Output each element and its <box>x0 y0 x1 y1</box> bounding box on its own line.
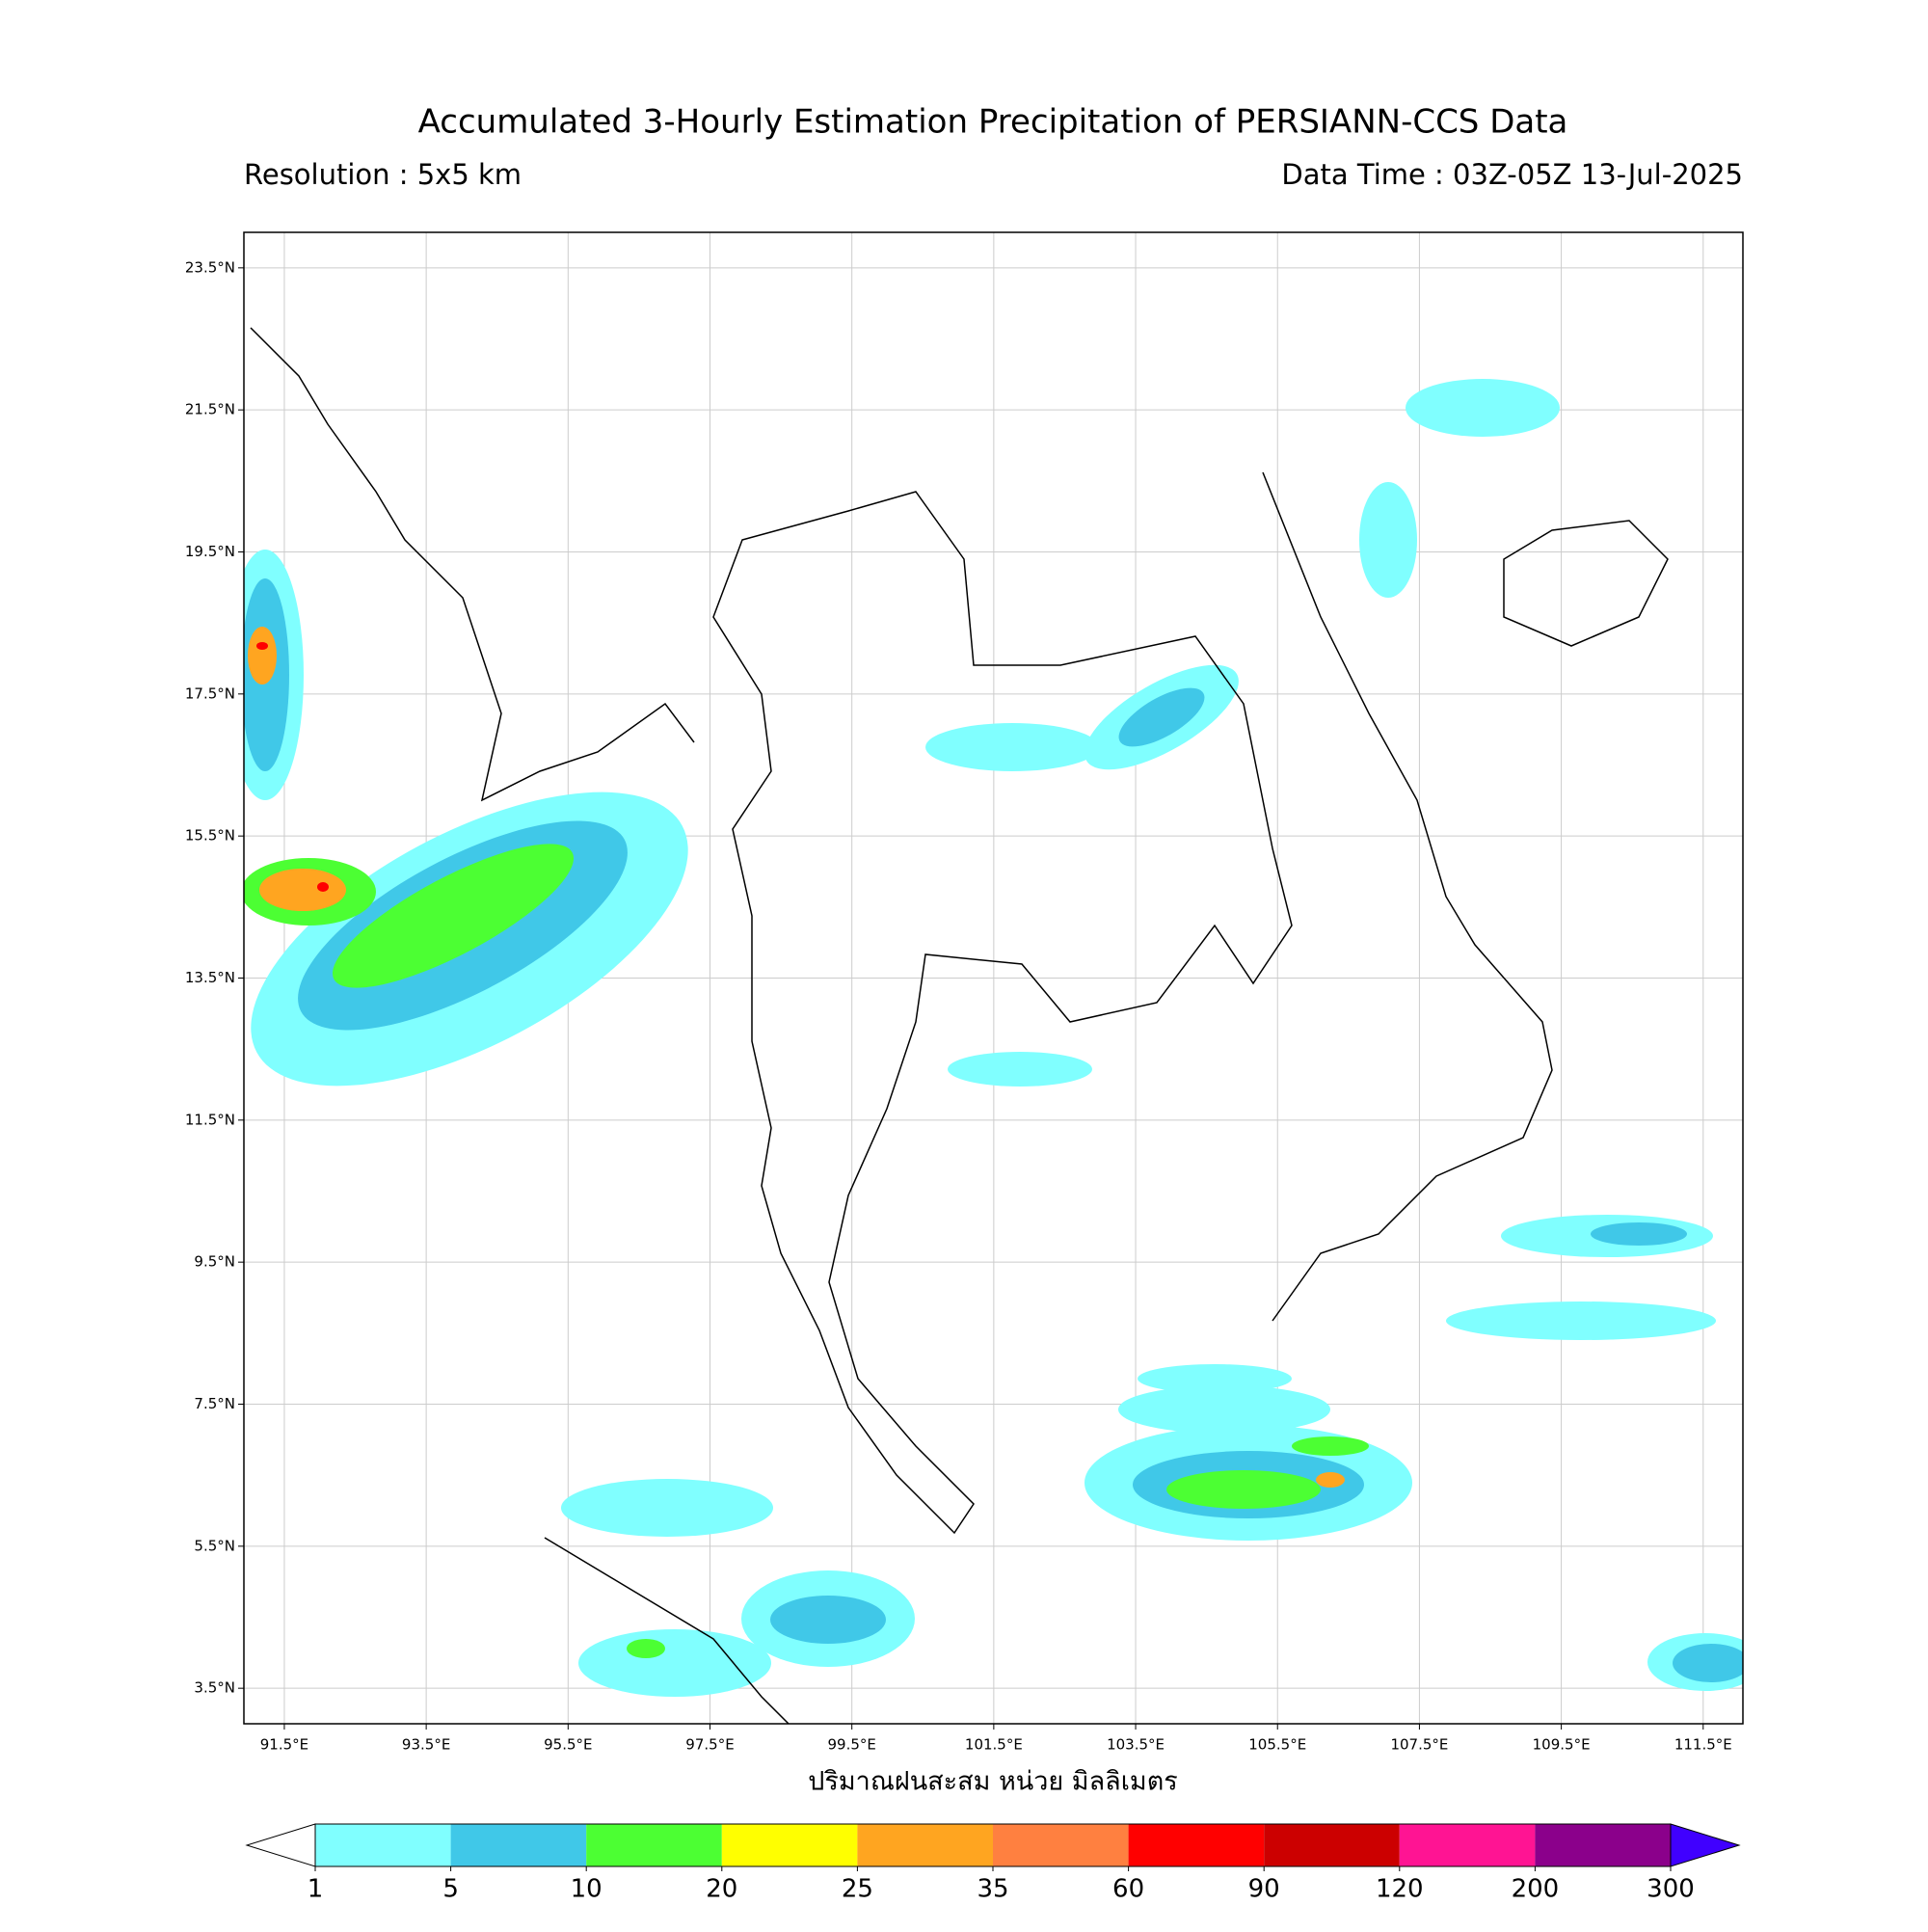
colorbar-box <box>450 1824 587 1866</box>
x-tick-label: 95.5°E <box>544 1736 592 1754</box>
y-tick-label: 13.5°N <box>185 969 235 986</box>
colorbar-level: 5 <box>442 1875 459 1904</box>
colorbar-level: 90 <box>1248 1875 1280 1904</box>
y-tick-label: 3.5°N <box>194 1679 235 1697</box>
y-tick-label: 19.5°N <box>185 543 235 560</box>
colorbar-level: 10 <box>571 1875 602 1904</box>
colorbar-under <box>245 1823 316 1867</box>
y-tick-label: 23.5°N <box>185 258 235 276</box>
x-tick-label: 107.5°E <box>1390 1736 1448 1754</box>
colorbar-level: 1 <box>308 1875 324 1904</box>
y-tick-label: 15.5°N <box>185 827 235 845</box>
colorbar-box <box>315 1824 451 1866</box>
x-tick-label: 103.5°E <box>1107 1736 1165 1754</box>
resolution: Resolution : 5x5 km <box>244 158 522 191</box>
y-tick-label: 7.5°N <box>194 1395 235 1412</box>
x-tick-label: 93.5°E <box>402 1736 450 1754</box>
x-tick-label: 91.5°E <box>260 1736 308 1754</box>
colorbar-box <box>1264 1824 1400 1866</box>
y-tick-label: 5.5°N <box>194 1537 235 1554</box>
x-tick-label: 109.5°E <box>1533 1736 1591 1754</box>
colorbar-box <box>1535 1824 1671 1866</box>
colorbar-level: 200 <box>1512 1875 1560 1904</box>
grid <box>244 232 1743 1724</box>
colorbar-box <box>993 1824 1129 1866</box>
colorbar-level: 25 <box>842 1875 873 1904</box>
y-tick-label: 11.5°N <box>185 1111 235 1128</box>
colorbar-level: 120 <box>1376 1875 1424 1904</box>
colorbar: 1 5 10 20 25 35 60 90 120 200 300 <box>245 1823 1741 1904</box>
x-tick-label: 97.5°E <box>685 1736 734 1754</box>
y-tick-label: 21.5°N <box>185 401 235 418</box>
colorbar-box <box>1399 1824 1536 1866</box>
x-tick-label: 105.5°E <box>1248 1736 1306 1754</box>
colorbar-level: 20 <box>706 1875 737 1904</box>
colorbar-level: 60 <box>1112 1875 1144 1904</box>
data-time: Data Time : 03Z-05Z 13-Jul-2025 <box>1281 158 1743 191</box>
x-tick-label: 101.5°E <box>965 1736 1023 1754</box>
coastline <box>250 327 1669 1724</box>
rain-field <box>244 379 1743 1697</box>
colorbar-box <box>586 1824 722 1866</box>
colorbar-label: ปริมาณฝนสะสม หน่วย มิลลิเมตร <box>808 1767 1178 1797</box>
colorbar-over <box>1670 1823 1741 1867</box>
x-tick-label: 111.5°E <box>1674 1736 1732 1754</box>
y-tick-label: 17.5°N <box>185 684 235 702</box>
title: Accumulated 3-Hourly Estimation Precipit… <box>418 103 1568 142</box>
colorbar-box <box>721 1824 858 1866</box>
colorbar-box <box>1128 1824 1265 1866</box>
y-tick-label: 9.5°N <box>194 1253 235 1271</box>
colorbar-level: 35 <box>977 1875 1008 1904</box>
colorbar-level: 300 <box>1647 1875 1695 1904</box>
colorbar-box <box>857 1824 993 1866</box>
x-tick-label: 99.5°E <box>827 1736 875 1754</box>
